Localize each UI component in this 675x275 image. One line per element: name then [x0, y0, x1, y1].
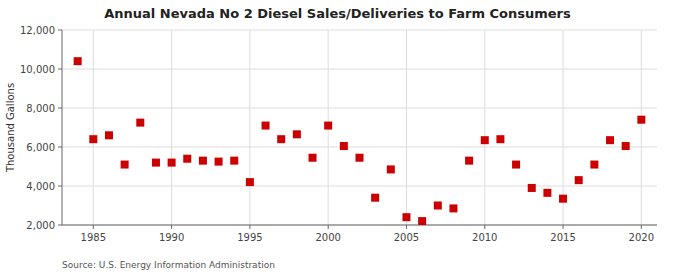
y-tick	[58, 69, 62, 70]
y-tick	[58, 225, 62, 226]
point	[183, 155, 191, 163]
x-tick-label: 1990	[159, 232, 184, 243]
x-tick-label: 2000	[315, 232, 340, 243]
point	[543, 189, 551, 197]
point	[356, 154, 364, 162]
point	[387, 165, 395, 173]
point	[74, 57, 82, 65]
point	[89, 135, 97, 143]
y-grid-line	[62, 69, 657, 70]
point	[512, 161, 520, 169]
x-tick-label: 2020	[629, 232, 654, 243]
y-tick-label: 8,000	[26, 103, 55, 114]
point	[324, 122, 332, 130]
title: Annual Nevada No 2 Diesel Sales/Deliveri…	[104, 6, 571, 21]
y-grid-line	[62, 186, 657, 187]
point	[496, 135, 504, 143]
y-axis-line	[62, 30, 63, 225]
point	[105, 131, 113, 139]
point	[293, 130, 301, 138]
x-grid-line	[249, 30, 250, 225]
point	[168, 159, 176, 167]
x-tick	[249, 225, 250, 229]
x-tick	[171, 225, 172, 229]
point	[121, 161, 129, 169]
y-tick-label: 4,000	[26, 181, 55, 192]
x-grid-line	[93, 30, 94, 225]
point	[277, 135, 285, 143]
point	[481, 136, 489, 144]
point	[559, 195, 567, 203]
x-grid-line	[171, 30, 172, 225]
x-tick-label: 2005	[394, 232, 419, 243]
x-tick	[328, 225, 329, 229]
x-tick	[406, 225, 407, 229]
y-grid-line	[62, 225, 657, 226]
point	[136, 119, 144, 127]
source-note: Source: U.S. Energy Information Administ…	[62, 260, 275, 270]
x-tick	[93, 225, 94, 229]
point	[622, 142, 630, 150]
x-tick-label: 2015	[550, 232, 575, 243]
y-tick-label: 6,000	[26, 142, 55, 153]
chart: Annual Nevada No 2 Diesel Sales/Deliveri…	[0, 0, 675, 275]
y-tick	[58, 186, 62, 187]
y-tick	[58, 108, 62, 109]
y-tick-label: 2,000	[26, 220, 55, 231]
x-tick	[484, 225, 485, 229]
x-tick	[563, 225, 564, 229]
point	[434, 202, 442, 210]
point	[215, 158, 223, 166]
point	[309, 154, 317, 162]
point	[199, 157, 207, 165]
point	[528, 184, 536, 192]
x-tick-label: 2010	[472, 232, 497, 243]
x-grid-line	[406, 30, 407, 225]
point	[590, 161, 598, 169]
point	[340, 142, 348, 150]
y-grid-line	[62, 108, 657, 109]
y-tick-label: 12,000	[20, 25, 55, 36]
point	[637, 116, 645, 124]
y-grid-line	[62, 147, 657, 148]
x-axis-line	[62, 225, 657, 226]
x-grid-line	[641, 30, 642, 225]
point	[575, 176, 583, 184]
x-tick-label: 1995	[237, 232, 262, 243]
x-grid-line	[484, 30, 485, 225]
point	[262, 122, 270, 130]
y-axis-label: Thousand Gallons	[5, 83, 16, 173]
y-grid-line	[62, 30, 657, 31]
point	[246, 178, 254, 186]
points	[74, 57, 646, 225]
point	[418, 217, 426, 225]
grid	[62, 30, 657, 225]
point	[606, 136, 614, 144]
point	[152, 159, 160, 167]
point	[230, 157, 238, 165]
y-tick	[58, 147, 62, 148]
point	[465, 157, 473, 165]
point	[402, 213, 410, 221]
y-tick	[58, 30, 62, 31]
point	[371, 194, 379, 202]
y-tick-label: 10,000	[20, 64, 55, 75]
x-tick-label: 1985	[81, 232, 106, 243]
x-tick	[641, 225, 642, 229]
point	[449, 204, 457, 212]
